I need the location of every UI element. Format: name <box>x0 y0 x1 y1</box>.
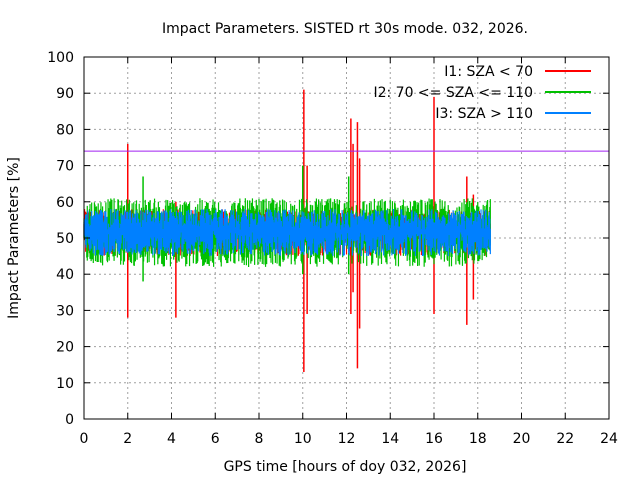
x-tick-label: 10 <box>294 431 312 447</box>
x-tick-label: 4 <box>167 431 176 447</box>
y-tick-label: 50 <box>56 231 74 247</box>
y-tick-label: 20 <box>56 340 74 356</box>
x-tick-label: 14 <box>381 431 399 447</box>
x-axis-label: GPS time [hours of doy 032, 2026] <box>224 459 467 475</box>
x-tick-label: 24 <box>600 431 618 447</box>
x-tick-label: 8 <box>255 431 264 447</box>
y-tick-label: 100 <box>47 50 74 66</box>
y-tick-label: 10 <box>56 376 74 392</box>
axis-ticks: 0 2 4 6 8 10 12 14 16 18 20 22 240102030405060708090… <box>47 50 618 447</box>
y-tick-label: 0 <box>65 412 74 428</box>
y-tick-label: 30 <box>56 303 74 319</box>
data-series <box>83 89 609 372</box>
legend: I1: SZA < 70 I2: 70 <= SZA <= 110 I3: SZA … <box>373 64 591 122</box>
x-tick-label: 12 <box>338 431 356 447</box>
legend-label-3: I3: SZA > 110 <box>435 106 533 122</box>
y-tick-label: 80 <box>56 122 74 138</box>
legend-label-1: I1: SZA < 70 <box>444 64 533 80</box>
x-tick-label: 0 <box>80 431 89 447</box>
legend-label-2: I2: 70 <= SZA <= 110 <box>373 85 533 101</box>
x-tick-label: 22 <box>556 431 574 447</box>
x-tick-label: 6 <box>211 431 220 447</box>
x-tick-label: 2 <box>123 431 132 447</box>
y-axis-label: Impact Parameters [%] <box>6 157 22 319</box>
y-tick-label: 60 <box>56 195 74 211</box>
x-tick-label: 18 <box>469 431 487 447</box>
chart-title: Impact Parameters. SISTED rt 30s mode. 0… <box>162 21 528 37</box>
y-tick-label: 40 <box>56 267 74 283</box>
x-tick-label: 20 <box>513 431 531 447</box>
y-tick-label: 90 <box>56 86 74 102</box>
y-tick-label: 70 <box>56 159 74 175</box>
x-tick-label: 16 <box>425 431 443 447</box>
